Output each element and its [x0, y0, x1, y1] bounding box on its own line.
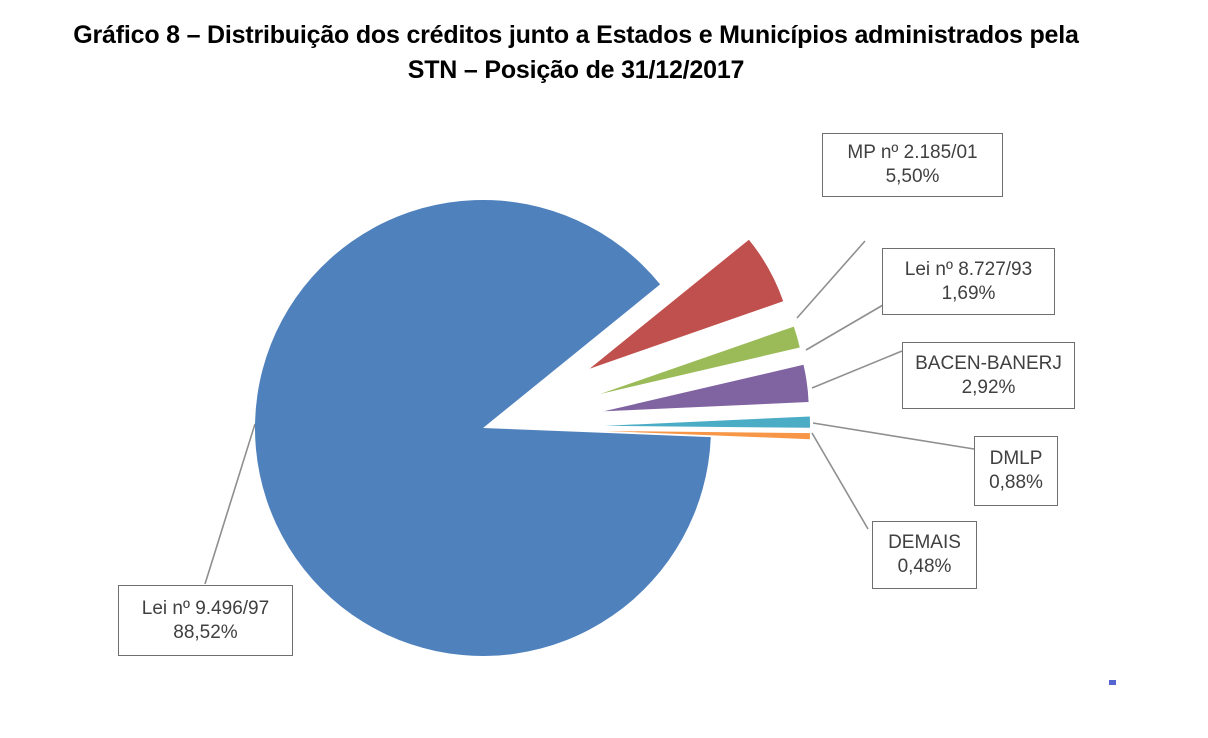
leader-line-demais — [811, 432, 869, 530]
chart-title-line2: STN – Posição de 31/12/2017 — [407, 56, 745, 84]
leader-line-bacen-banerj — [811, 350, 903, 389]
pie-slice-lei-n-8-727-93 — [600, 326, 800, 394]
callout-bacen-banerj: BACEN-BANERJ 2,92% — [902, 342, 1075, 409]
callout-dmlp: DMLP 0,88% — [974, 436, 1058, 506]
callout-mp-2185: MP nº 2.185/01 5,50% — [822, 133, 1003, 197]
leader-lines — [204, 240, 975, 585]
leader-line-dmlp — [812, 422, 975, 450]
leader-line-lei-9496 — [204, 423, 256, 585]
callout-lei-9496: Lei nº 9.496/97 88,52% — [118, 585, 293, 656]
callout-value: 2,92% — [961, 376, 1016, 398]
pie-slices — [254, 199, 811, 656]
callout-value: 0,88% — [989, 472, 1043, 493]
callout-label: DEMAIS — [888, 532, 961, 553]
callout-value: 5,50% — [885, 166, 940, 187]
callout-label: Lei nº 8.727/93 — [904, 258, 1033, 280]
pie-slice-dmlp — [605, 416, 811, 428]
leader-line-mp-2185 — [796, 240, 866, 319]
callout-value: 1,69% — [941, 282, 996, 304]
callout-lei-8727: Lei nº 8.727/93 1,69% — [882, 248, 1055, 315]
callout-value: 0,48% — [897, 556, 952, 577]
chart-title-line1: Gráfico 8 – Distribuição dos créditos ju… — [73, 21, 1079, 49]
callout-value: 88,52% — [173, 621, 238, 643]
pie-slice-lei-n-9-496-97 — [254, 199, 711, 656]
callout-demais: DEMAIS 0,48% — [872, 521, 977, 589]
chart-title: Gráfico 8 – Distribuição dos créditos ju… — [0, 18, 1152, 88]
leader-line-lei-8727 — [805, 304, 884, 351]
pie-slice-demais — [605, 431, 810, 440]
callout-label: Lei nº 9.496/97 — [141, 597, 270, 619]
callout-label: DMLP — [989, 448, 1043, 469]
pie-slice-mp-n-2-185-01 — [589, 239, 784, 369]
pie-slice-bacen-banerj — [603, 364, 809, 412]
callout-label: MP nº 2.185/01 — [847, 142, 978, 163]
callout-label: BACEN-BANERJ — [915, 352, 1062, 374]
stray-mark — [1109, 680, 1116, 685]
